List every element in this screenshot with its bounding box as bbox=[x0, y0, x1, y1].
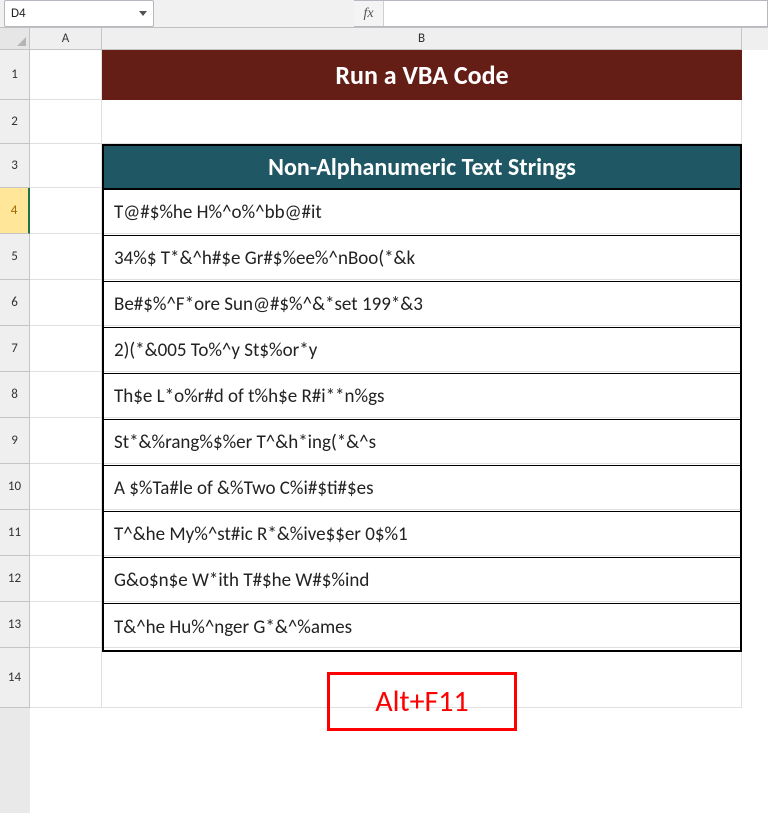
table-cell-text: G&o$n$e W*ith T#$he W#$%ind bbox=[114, 569, 369, 592]
cell[interactable] bbox=[30, 372, 102, 418]
table-row[interactable]: Th$e L*o%r#d of t%h$e R#i**n%gs bbox=[104, 374, 740, 420]
table-row[interactable]: St*&%rang%$%er T^&h*ing(*&^s bbox=[104, 420, 740, 466]
cell[interactable] bbox=[30, 50, 102, 100]
row-header-7[interactable]: 7 bbox=[0, 326, 30, 372]
row-header-5[interactable]: 5 bbox=[0, 234, 30, 280]
cell[interactable] bbox=[30, 464, 102, 510]
cell[interactable] bbox=[30, 602, 102, 648]
table-cell-text: T&^he Hu%^nger G*&^%ames bbox=[114, 616, 352, 639]
table-cell-text: St*&%rang%$%er T^&h*ing(*&^s bbox=[114, 431, 376, 454]
title-text: Run a VBA Code bbox=[335, 59, 508, 91]
row-header-4[interactable]: 4 bbox=[0, 188, 30, 234]
row-header-10[interactable]: 10 bbox=[0, 464, 30, 510]
table-row[interactable]: T^&he My%^st#ic R*&%ive$$er 0$%1 bbox=[104, 512, 740, 558]
row-header-6[interactable]: 6 bbox=[0, 280, 30, 326]
row-header-11[interactable]: 11 bbox=[0, 510, 30, 556]
table-header-text: Non-Alphanumeric Text Strings bbox=[268, 153, 576, 182]
table-row[interactable]: 2)(*&005 To%^y St$%or*y bbox=[104, 328, 740, 374]
table-cell-text: 34%$ T*&^h#$e Gr#$%ee%^nBoo(*&k bbox=[114, 247, 415, 270]
column-header-A[interactable]: A bbox=[30, 28, 102, 50]
row-header-14[interactable]: 14 bbox=[0, 648, 30, 708]
content-region: Run a VBA Code Non-Alphanumeric Text Str… bbox=[102, 50, 742, 731]
row-header-13[interactable]: 13 bbox=[0, 602, 30, 648]
table-cell-text: Th$e L*o%r#d of t%h$e R#i**n%gs bbox=[114, 385, 384, 408]
row-header-2[interactable]: 2 bbox=[0, 100, 30, 144]
title-band: Run a VBA Code bbox=[102, 50, 742, 100]
cell[interactable] bbox=[30, 188, 102, 234]
cell[interactable] bbox=[30, 648, 102, 708]
formula-input[interactable] bbox=[384, 1, 767, 26]
table-cell-text: Be#$%^F*ore Sun@#$%^&*set 199*&3 bbox=[114, 293, 423, 316]
column-header-row: AB bbox=[30, 28, 768, 50]
select-all-corner[interactable] bbox=[0, 28, 30, 50]
table-cell-text: A $%Ta#le of &%Two C%i#$ti#$es bbox=[114, 477, 374, 500]
toolbar-spacer bbox=[154, 0, 354, 27]
callout-text: Alt+F11 bbox=[375, 683, 468, 720]
fx-button[interactable]: fx bbox=[354, 1, 384, 26]
formula-bar: D4 fx bbox=[0, 0, 768, 28]
table-header: Non-Alphanumeric Text Strings bbox=[104, 146, 740, 190]
row-header-8[interactable]: 8 bbox=[0, 372, 30, 418]
spreadsheet-grid: 1234567891011121314 AB Run a VBA Code No… bbox=[0, 28, 768, 813]
cell[interactable] bbox=[30, 418, 102, 464]
row-header-1[interactable]: 1 bbox=[0, 50, 30, 100]
cell[interactable] bbox=[30, 234, 102, 280]
cell[interactable] bbox=[30, 280, 102, 326]
cell[interactable] bbox=[30, 326, 102, 372]
row-header-3[interactable]: 3 bbox=[0, 144, 30, 188]
sheet-body[interactable]: AB Run a VBA Code Non-Alphanumeric Text … bbox=[30, 28, 768, 813]
row-header-12[interactable]: 12 bbox=[0, 556, 30, 602]
table-row[interactable]: T@#$%he H%^o%^bb@#it bbox=[104, 190, 740, 236]
keyboard-shortcut-callout: Alt+F11 bbox=[327, 672, 517, 731]
table-cell-text: 2)(*&005 To%^y St$%or*y bbox=[114, 339, 317, 362]
data-table: Non-Alphanumeric Text Strings T@#$%he H%… bbox=[102, 144, 742, 652]
cell[interactable] bbox=[30, 100, 102, 144]
cell[interactable] bbox=[30, 510, 102, 556]
row-header-9[interactable]: 9 bbox=[0, 418, 30, 464]
row-header-strip: 1234567891011121314 bbox=[0, 28, 30, 813]
table-row[interactable]: T&^he Hu%^nger G*&^%ames bbox=[104, 604, 740, 650]
column-header-B[interactable]: B bbox=[102, 28, 742, 50]
table-row[interactable]: G&o$n$e W*ith T#$he W#$%ind bbox=[104, 558, 740, 604]
cell-reference: D4 bbox=[11, 6, 135, 21]
name-box[interactable]: D4 bbox=[4, 0, 154, 27]
dropdown-icon[interactable] bbox=[139, 11, 147, 16]
cell[interactable] bbox=[30, 556, 102, 602]
formula-region: fx bbox=[354, 0, 768, 27]
fx-icon: fx bbox=[363, 6, 373, 22]
table-cell-text: T@#$%he H%^o%^bb@#it bbox=[114, 201, 322, 224]
table-row[interactable]: 34%$ T*&^h#$e Gr#$%ee%^nBoo(*&k bbox=[104, 236, 740, 282]
cell[interactable] bbox=[30, 144, 102, 188]
table-cell-text: T^&he My%^st#ic R*&%ive$$er 0$%1 bbox=[114, 523, 408, 546]
table-row[interactable]: A $%Ta#le of &%Two C%i#$ti#$es bbox=[104, 466, 740, 512]
table-row[interactable]: Be#$%^F*ore Sun@#$%^&*set 199*&3 bbox=[104, 282, 740, 328]
